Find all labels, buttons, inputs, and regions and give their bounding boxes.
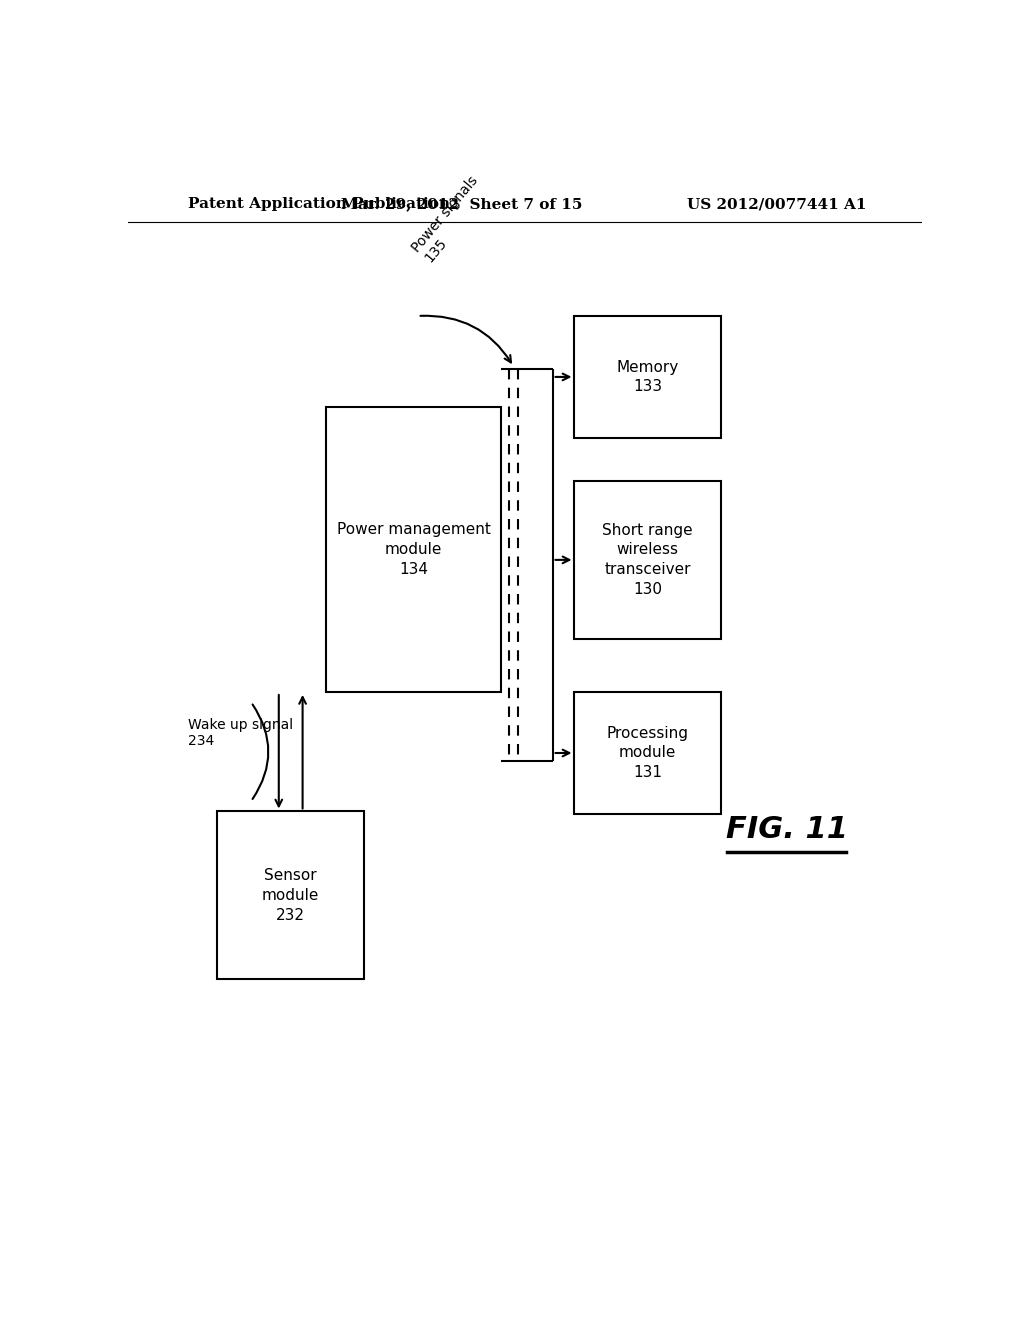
Text: Power signals
135: Power signals 135 bbox=[410, 173, 494, 265]
Bar bbox=[574, 480, 721, 639]
Text: Power management
module
134: Power management module 134 bbox=[337, 523, 490, 577]
Text: Short range
wireless
transceiver
130: Short range wireless transceiver 130 bbox=[602, 523, 693, 597]
Bar bbox=[574, 692, 721, 814]
Bar bbox=[574, 315, 721, 438]
Text: Wake up signal
234: Wake up signal 234 bbox=[187, 718, 293, 747]
Bar bbox=[217, 812, 365, 979]
Text: Patent Application Publication: Patent Application Publication bbox=[187, 197, 450, 211]
Text: Sensor
module
232: Sensor module 232 bbox=[262, 869, 319, 923]
Bar bbox=[327, 408, 501, 692]
Text: Memory
133: Memory 133 bbox=[616, 359, 679, 395]
FancyArrowPatch shape bbox=[253, 705, 268, 799]
FancyArrowPatch shape bbox=[421, 315, 511, 363]
Text: US 2012/0077441 A1: US 2012/0077441 A1 bbox=[686, 197, 866, 211]
Text: Mar. 29, 2012  Sheet 7 of 15: Mar. 29, 2012 Sheet 7 of 15 bbox=[341, 197, 582, 211]
Text: FIG. 11: FIG. 11 bbox=[726, 814, 848, 843]
Text: Processing
module
131: Processing module 131 bbox=[607, 726, 689, 780]
